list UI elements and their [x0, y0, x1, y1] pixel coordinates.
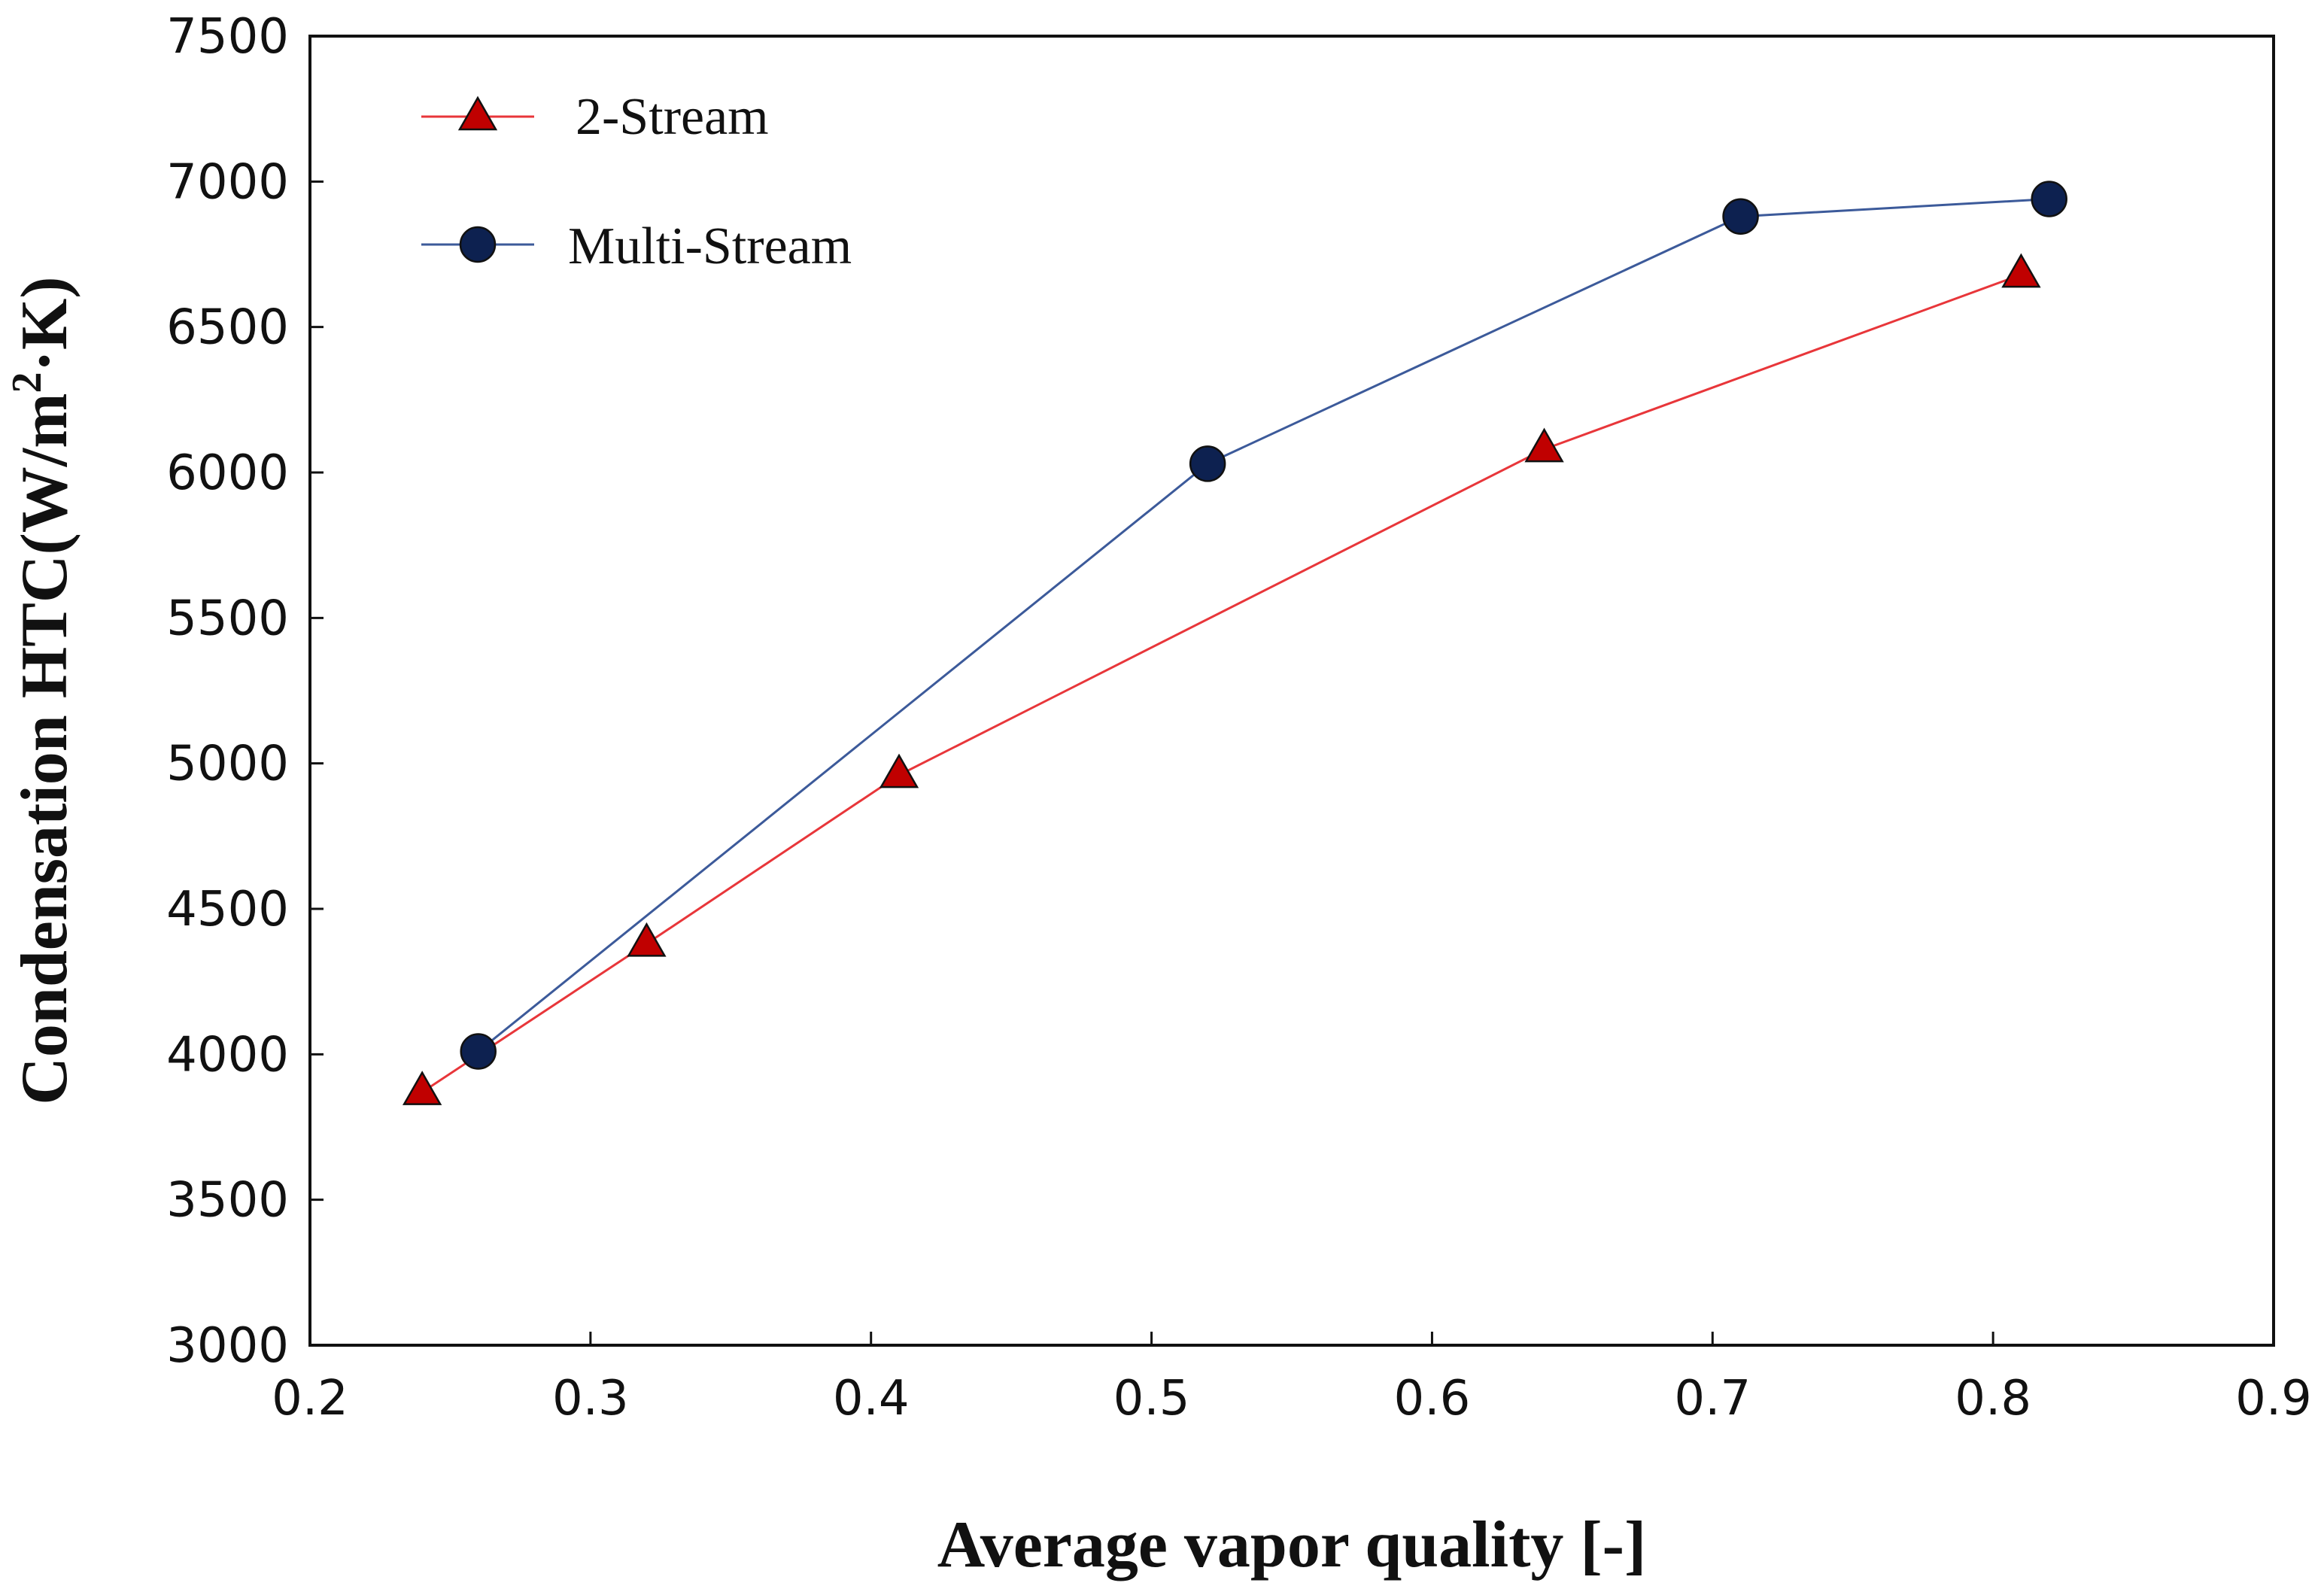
y-tick-label: 5000: [166, 737, 289, 792]
y-tick-label: 5500: [166, 591, 289, 646]
y-tick-label: 7000: [166, 154, 289, 210]
x-tick-label: 0.2: [272, 1371, 348, 1426]
y-tick-label: 3000: [166, 1318, 289, 1374]
y-tick-label: 4000: [166, 1027, 289, 1083]
series-line-2-stream: [421, 273, 2022, 1093]
x-axis-title: Average vapor quality [-]: [937, 1508, 1647, 1581]
x-tick-label: 0.3: [552, 1371, 629, 1426]
x-tick-label: 0.7: [1674, 1371, 1751, 1426]
x-tick-label: 0.4: [833, 1371, 910, 1426]
y-tick-label: 3500: [166, 1173, 289, 1229]
y-tick-label: 7500: [166, 9, 289, 65]
legend-label-multi-stream: Multi-Stream: [568, 217, 852, 275]
x-tick-label: 0.8: [1955, 1371, 2031, 1426]
data-point-2-stream: [402, 1071, 442, 1105]
y-tick-label: 4500: [166, 882, 289, 937]
data-point-multi-stream: [1189, 445, 1226, 482]
y-axis-title: Condensation HTC(W/m2·K): [4, 276, 81, 1104]
legend-circle-marker: [459, 226, 497, 263]
series-line-multi-stream: [477, 198, 2049, 1053]
data-point-multi-stream: [460, 1033, 497, 1070]
series-layer: [402, 181, 2067, 1105]
data-point-2-stream: [1524, 427, 1564, 463]
axis-ticks: 0.2 0.3 0.4 0.5 0.6 0.7 0.8 0.9 3000 3500 4000 4500…: [166, 9, 2312, 1426]
data-point-2-stream: [627, 922, 667, 957]
y-tick-label: 6000: [166, 445, 289, 501]
legend-triangle-marker: [457, 96, 498, 131]
plot-frame: [308, 35, 2275, 1347]
x-tick-label: 0.5: [1113, 1371, 1190, 1426]
y-tick-label: 6500: [166, 300, 289, 356]
data-point-2-stream: [879, 753, 919, 788]
data-point-multi-stream: [1722, 198, 1759, 235]
data-point-multi-stream: [2031, 181, 2067, 217]
x-tick-label: 0.6: [1394, 1371, 1471, 1426]
legend: 2-Stream Multi-Stream: [421, 88, 852, 275]
legend-label-2-stream: 2-Stream: [576, 88, 769, 146]
y-axis-title-superscript: 2: [4, 372, 50, 393]
x-tick-label: 0.9: [2235, 1371, 2312, 1426]
data-point-2-stream: [2001, 253, 2041, 288]
